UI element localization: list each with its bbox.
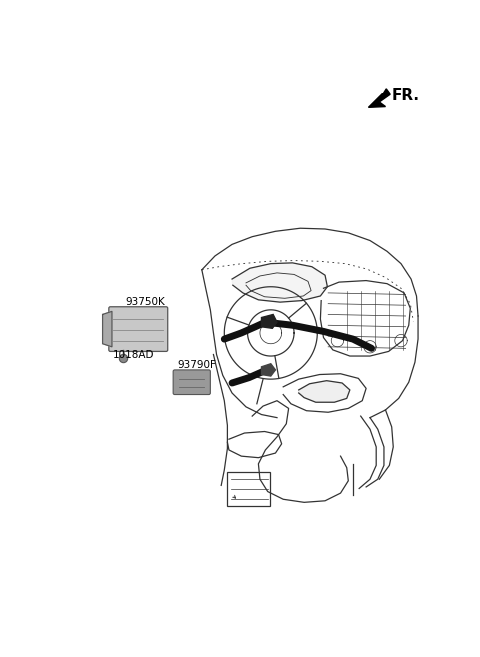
Polygon shape [369, 89, 390, 107]
FancyBboxPatch shape [173, 370, 210, 395]
Text: FR.: FR. [392, 88, 420, 103]
Polygon shape [262, 315, 277, 328]
Text: 93790F: 93790F [178, 360, 216, 371]
Polygon shape [103, 311, 112, 347]
Polygon shape [232, 263, 327, 302]
Polygon shape [299, 380, 350, 402]
Text: 1018AD: 1018AD [113, 350, 154, 359]
Bar [228, 472, 270, 506]
Polygon shape [262, 364, 276, 376]
FancyBboxPatch shape [109, 307, 168, 351]
Text: 93750K: 93750K [125, 297, 165, 307]
